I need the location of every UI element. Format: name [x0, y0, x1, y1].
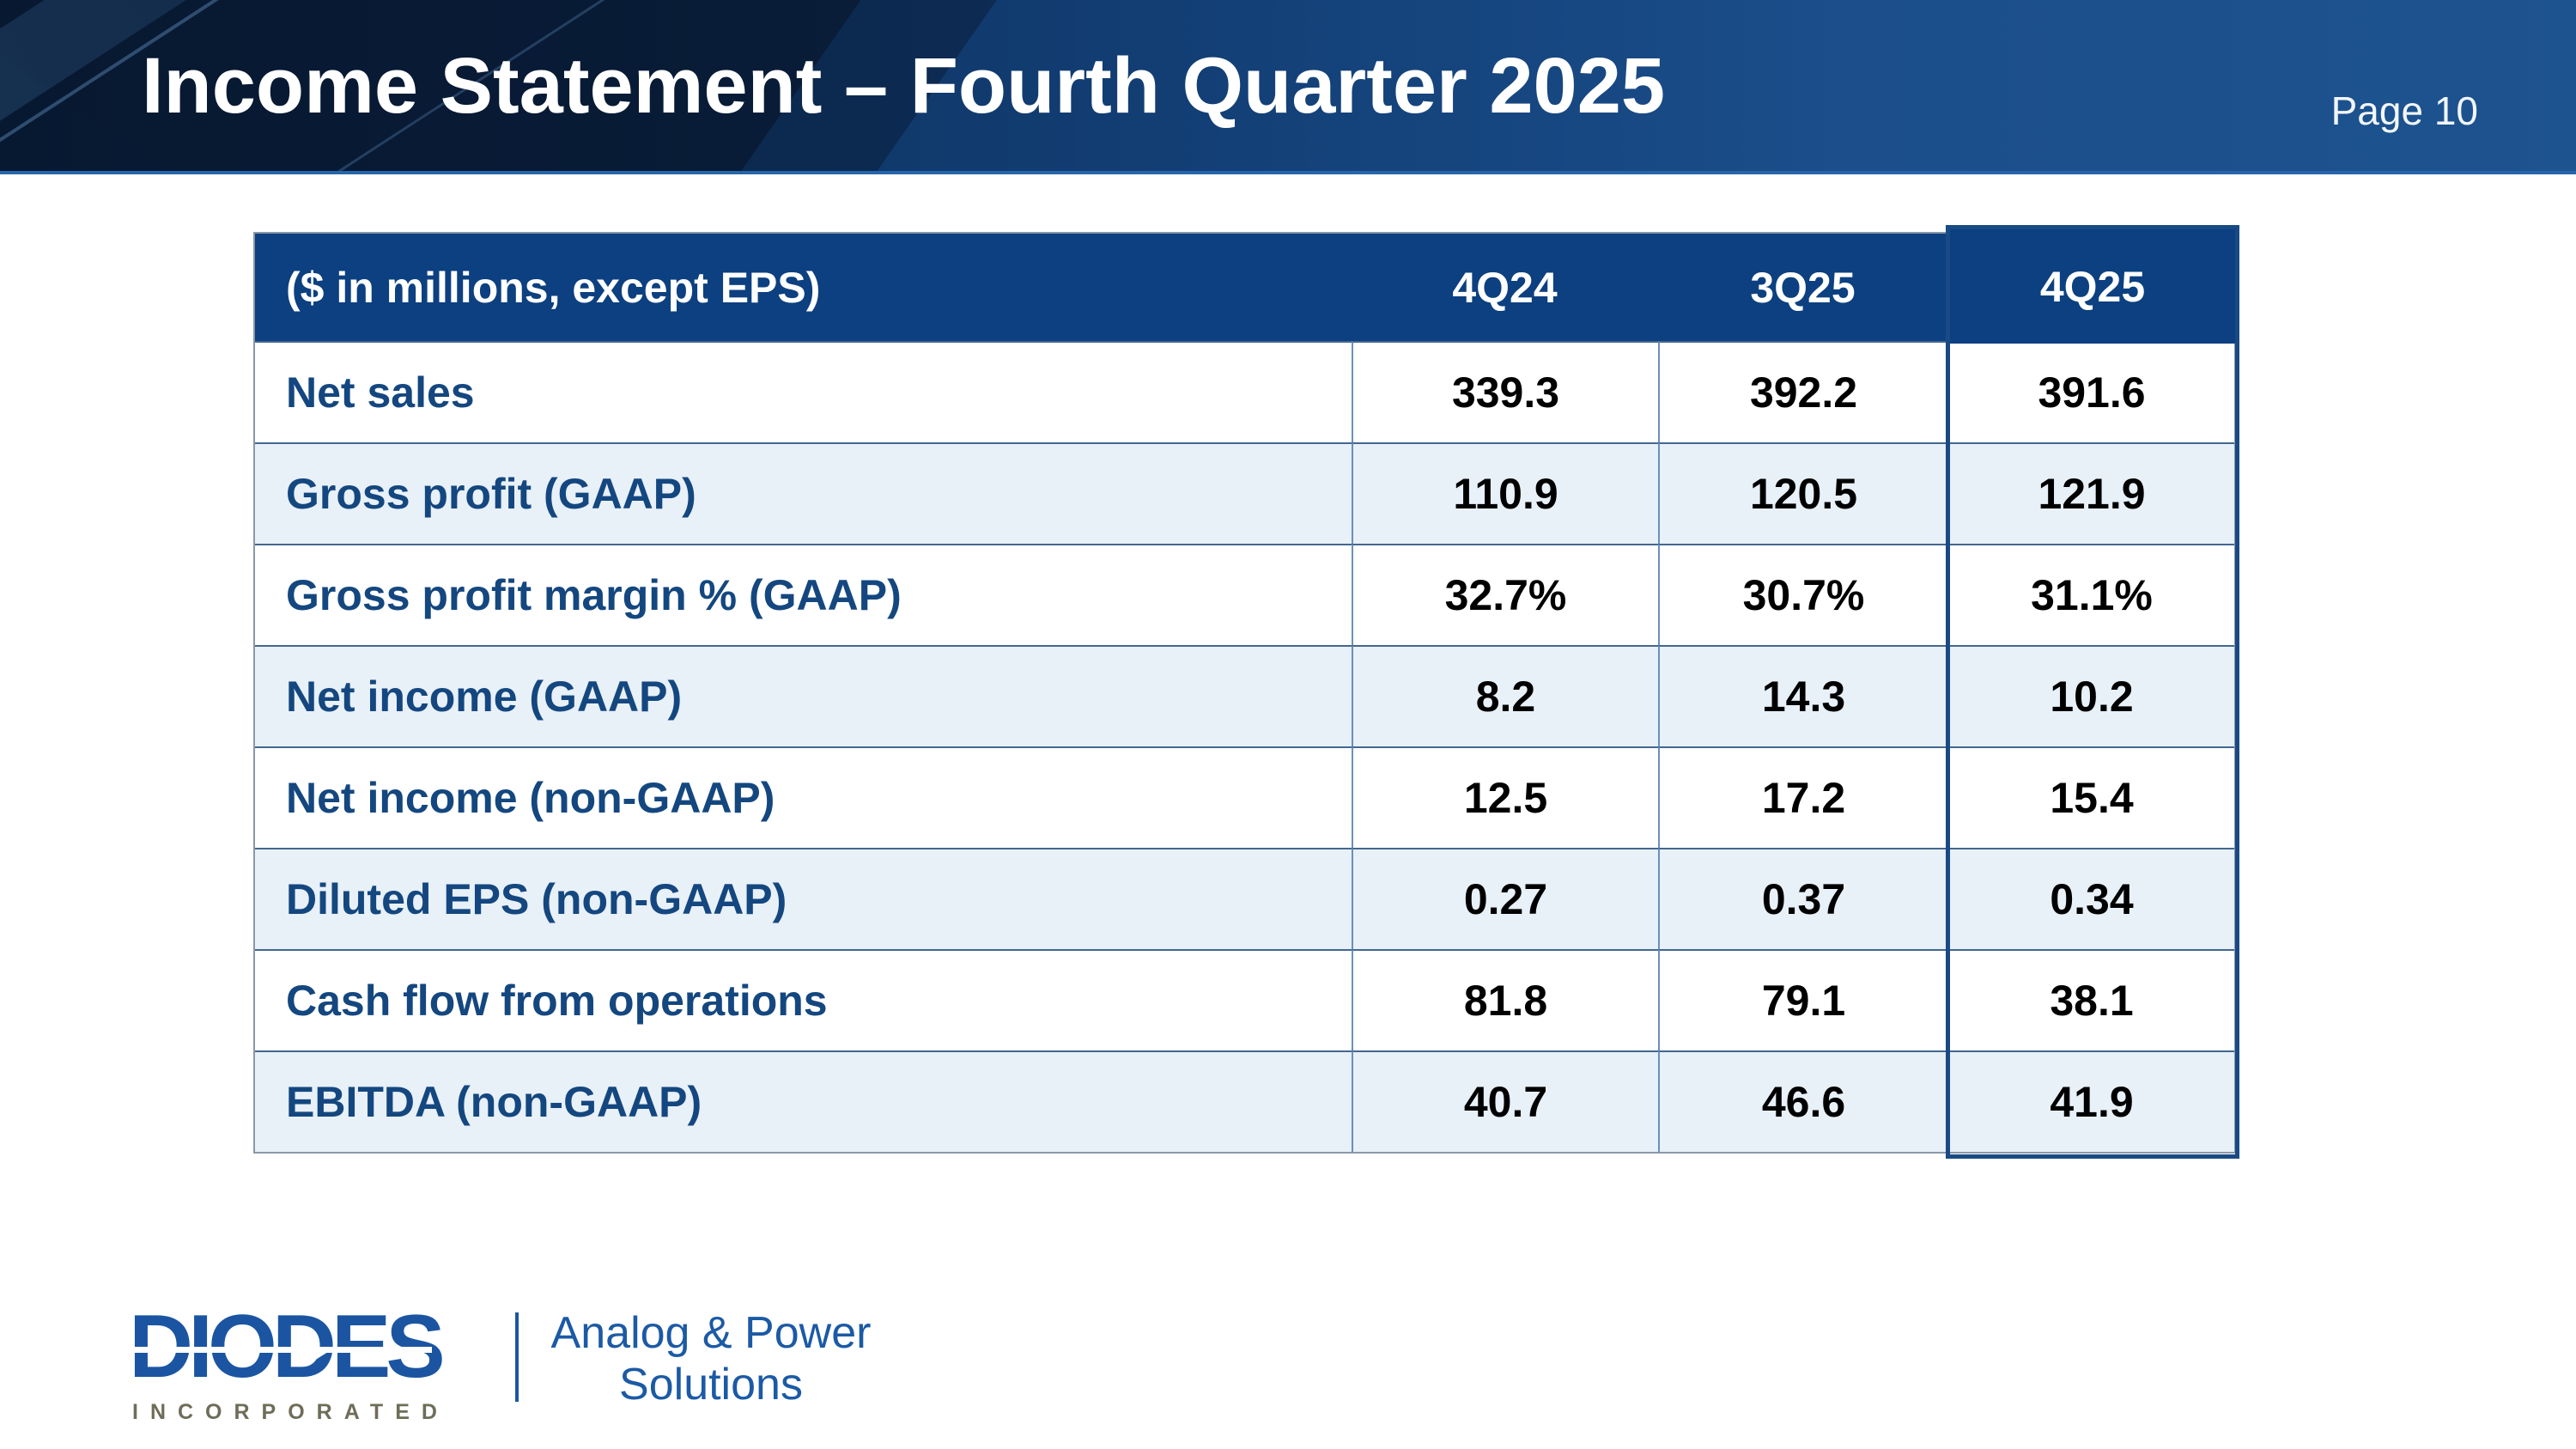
table-unit-header: ($ in millions, except EPS) [255, 234, 1352, 341]
company-logo: DIODES INCORPORATED [129, 1302, 449, 1425]
cell-value: 15.4 [1947, 746, 2234, 848]
row-label: Diluted EPS (non-GAAP) [255, 848, 1352, 949]
cell-value: 14.3 [1658, 645, 1947, 746]
cell-value: 10.2 [1947, 645, 2234, 746]
row-label: Net income (non-GAAP) [255, 746, 1352, 848]
row-label: Cash flow from operations [255, 949, 1352, 1050]
cell-value: 46.6 [1658, 1050, 1947, 1152]
row-label: Gross profit margin % (GAAP) [255, 544, 1352, 645]
slide-title: Income Statement – Fourth Quarter 2025 [142, 42, 1666, 130]
cell-value: 121.9 [1947, 442, 2234, 544]
income-statement-table: ($ in millions, except EPS) 4Q24 3Q25 Ne… [253, 225, 2239, 1159]
cell-value: 0.27 [1352, 848, 1658, 949]
company-tagline: Analog & Power Solutions [531, 1307, 891, 1410]
tagline-line1: Analog & Power [550, 1308, 872, 1358]
cell-value: 110.9 [1352, 442, 1658, 544]
cell-value: 31.1% [1947, 544, 2234, 645]
cell-value: 30.7% [1658, 544, 1947, 645]
cell-value: 38.1 [1947, 949, 2234, 1050]
diodes-logo-wordmark: DIODES [129, 1302, 446, 1391]
cell-value: 12.5 [1352, 746, 1658, 848]
cell-value: 120.5 [1658, 442, 1947, 544]
cell-value: 79.1 [1658, 949, 1947, 1050]
cell-value: 0.37 [1658, 848, 1947, 949]
tagline-line2: Solutions [619, 1360, 803, 1409]
col-header-3q25: 3Q25 [1658, 234, 1947, 341]
logo-divider [515, 1312, 519, 1402]
row-label: Gross profit (GAAP) [255, 442, 1352, 544]
cell-value: 392.2 [1658, 341, 1947, 442]
row-label: EBITDA (non-GAAP) [255, 1050, 1352, 1152]
col-header-4q25-underlay [1947, 234, 2234, 341]
row-label: Net sales [255, 341, 1352, 442]
cell-value: 339.3 [1352, 341, 1658, 442]
cell-value: 8.2 [1352, 645, 1658, 746]
cell-value: 81.8 [1352, 949, 1658, 1050]
cell-value: 0.34 [1947, 848, 2234, 949]
cell-value: 40.7 [1352, 1050, 1658, 1152]
cell-value: 41.9 [1947, 1050, 2234, 1152]
page-number: Page 10 [2330, 88, 2478, 133]
header-banner: Income Statement – Fourth Quarter 2025 P… [0, 0, 2576, 174]
diode-arrow-icon [307, 1339, 328, 1365]
cell-value: 391.6 [1947, 341, 2234, 442]
col-header-4q24: 4Q24 [1352, 234, 1658, 341]
diode-stripe-icon [131, 1347, 432, 1353]
cell-value: 17.2 [1658, 746, 1947, 848]
row-label: Net income (GAAP) [255, 645, 1352, 746]
logo-subtext: INCORPORATED [132, 1400, 449, 1424]
cell-value: 32.7% [1352, 544, 1658, 645]
